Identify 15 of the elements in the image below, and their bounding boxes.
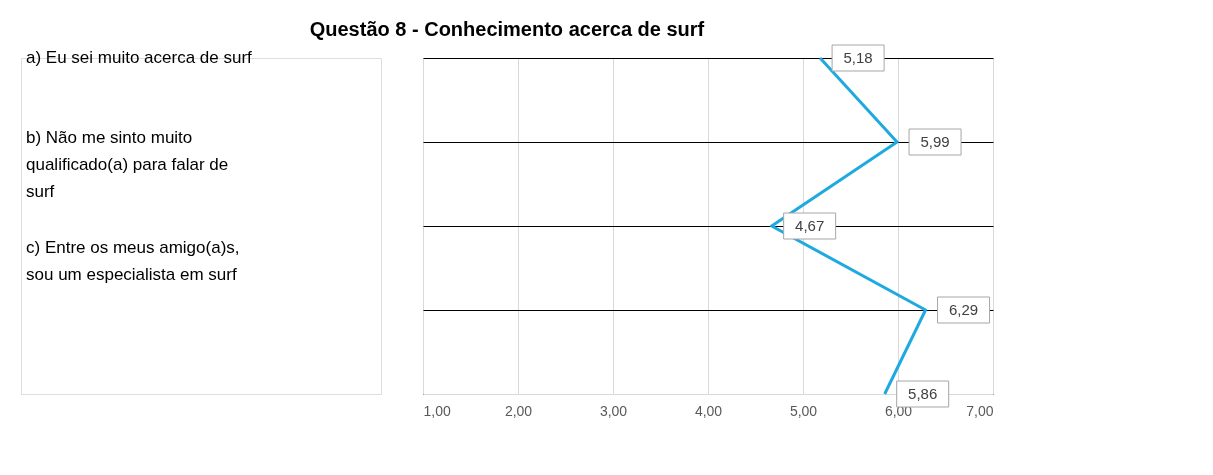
text: c) Entre os meus amigo(a)s, sou um especialista em surf (26, 238, 240, 284)
chart-title: Questão 8 - Conhecimento acerca de surf (309, 18, 705, 40)
data-label: 5,86 (908, 385, 938, 402)
x-tick-label: 4,00 (694, 402, 723, 419)
x-tick-label: 5,00 (789, 402, 818, 419)
data-label: 5,99 (920, 133, 950, 150)
x-tick-label: 1,00 (423, 402, 451, 419)
text: a) Eu sei muito acerca de surf (26, 48, 253, 67)
text: b) Não me sinto muito qualificado(a) para falar de surf (26, 128, 229, 201)
data-label: 4,67 (795, 217, 825, 234)
x-tick-label: 2,00 (504, 402, 533, 419)
x-tick-label: 3,00 (599, 402, 628, 419)
data-label: 5,18 (843, 49, 873, 66)
x-tick-label: 7,00 (966, 402, 994, 419)
data-label: 6,29 (948, 301, 979, 318)
